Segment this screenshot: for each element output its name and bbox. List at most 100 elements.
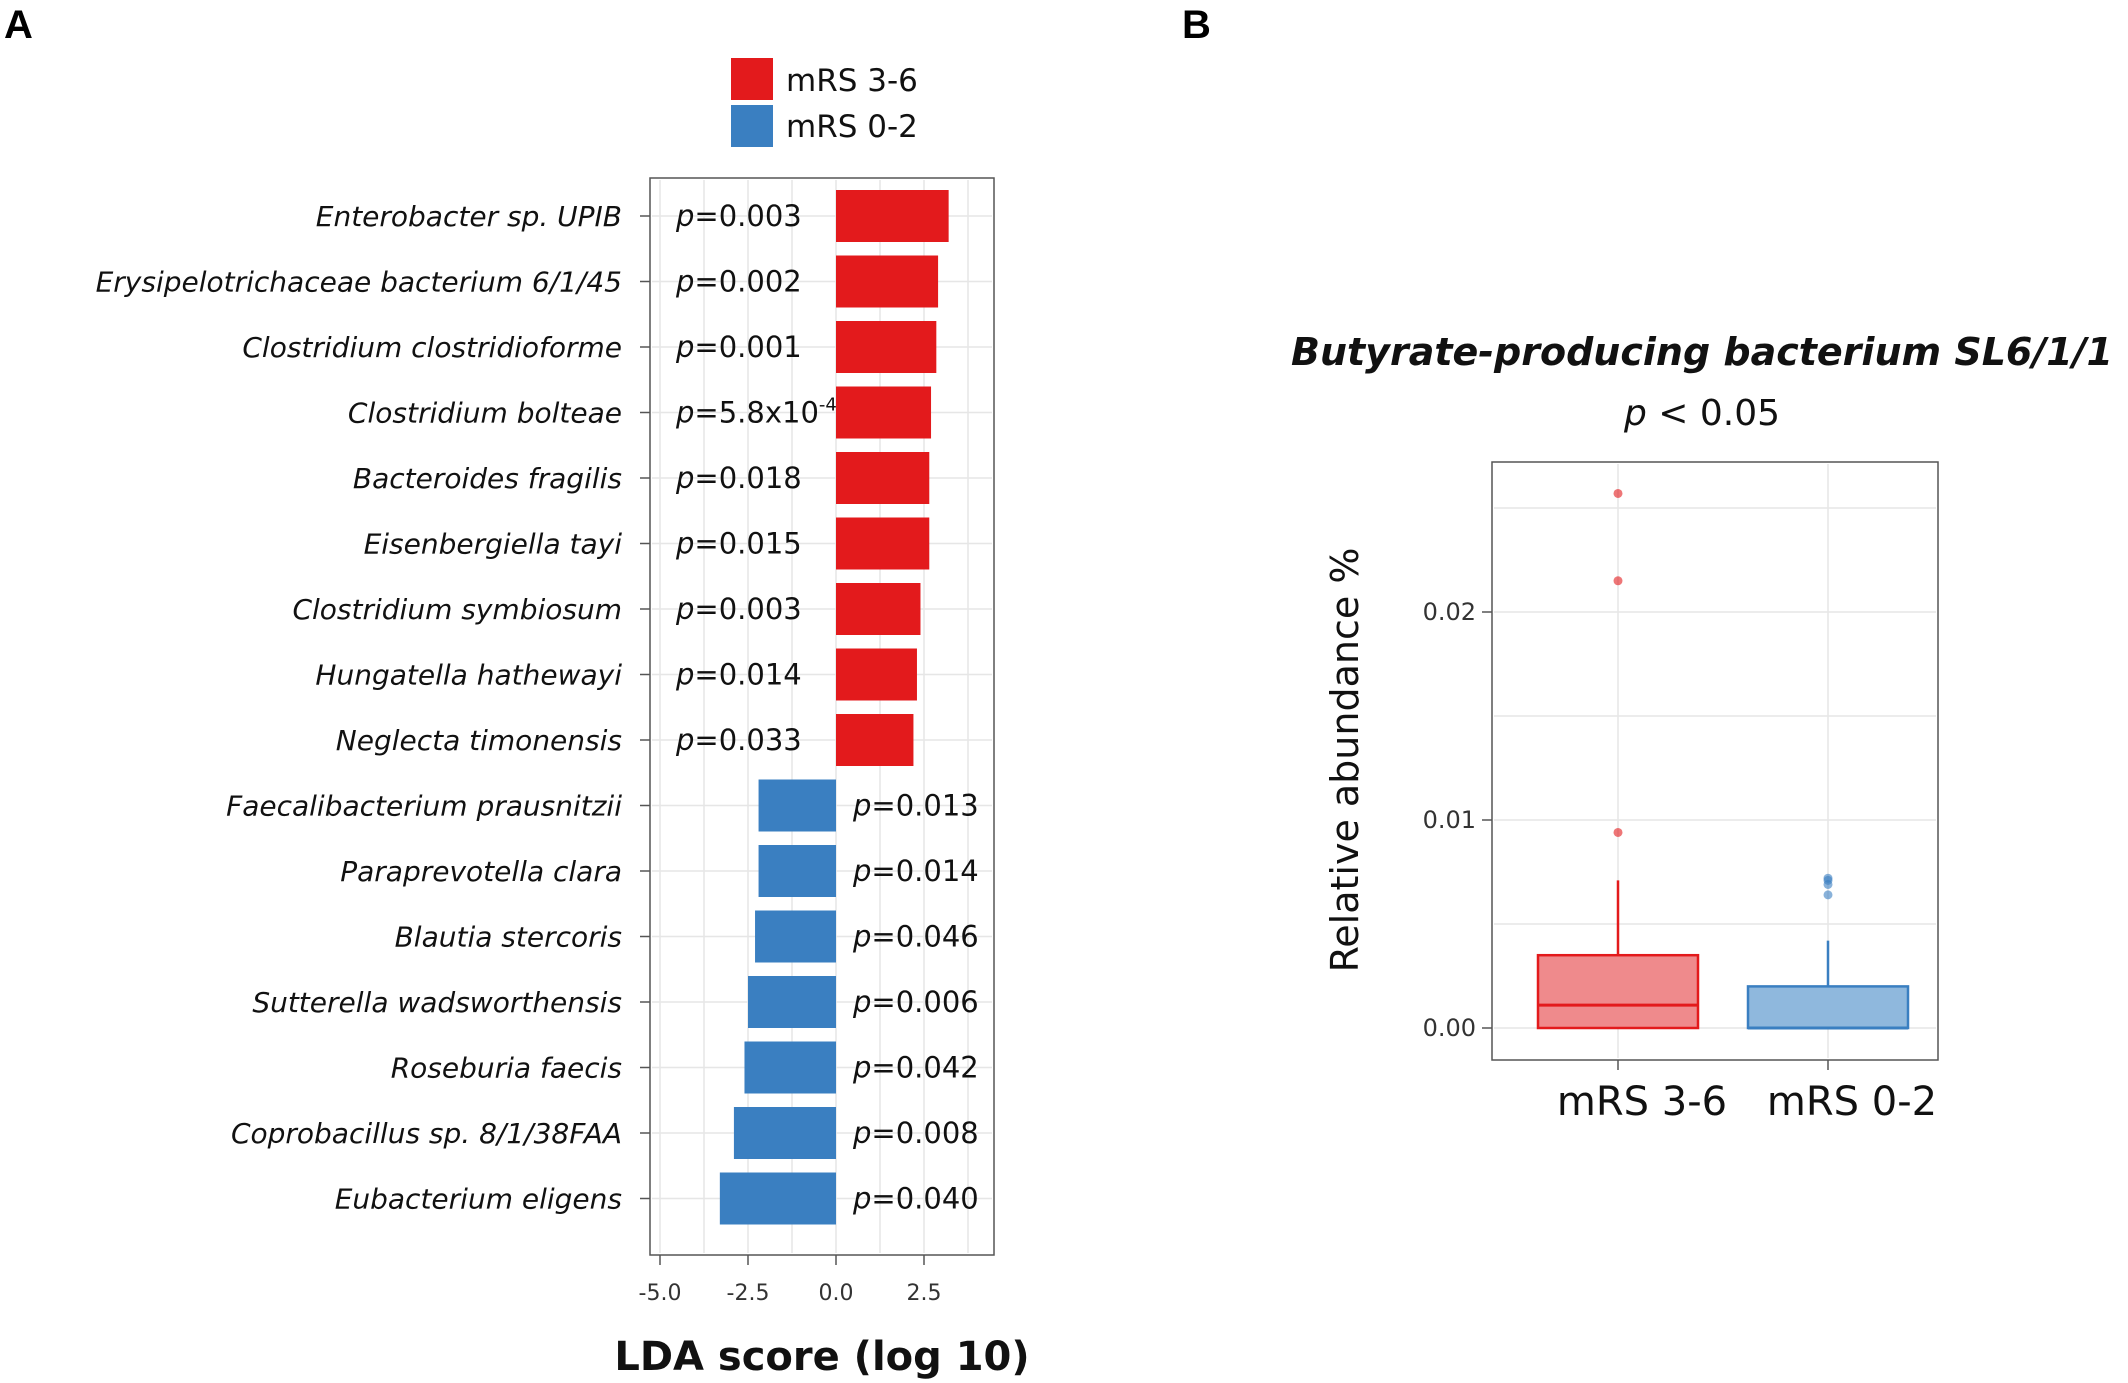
p-symbol: p [675,396,694,430]
y-tick-label: 0.00 [1423,1014,1476,1042]
bar [758,845,836,897]
p-value: =0.003 [694,592,801,626]
taxon-label: Erysipelotrichaceae bacterium 6/1/45 [96,266,622,299]
p-value-label: p=0.002 [675,265,802,299]
bar [836,321,937,373]
p-value-label: p=0.006 [852,985,979,1019]
p-value-label: p=0.033 [675,723,802,757]
x-tick-label: mRS 0-2 [1767,1079,1937,1125]
subtitle-value: < 0.05 [1647,393,1780,434]
p-value: =0.033 [694,723,801,757]
p-symbol: p [675,658,694,692]
p-symbol: p [675,265,694,299]
p-value-label: p=0.003 [675,592,802,626]
p-symbol: p [852,1182,871,1216]
p-value: =0.040 [871,1182,978,1216]
x-axis-title: LDA score (log 10) [614,1334,1029,1380]
p-value: =0.001 [694,330,801,364]
outlier-point [1823,890,1833,900]
bar [758,779,836,832]
y-axis-ticks: 0.00 0.01 0.02 [1423,598,1492,1042]
bar [836,648,917,701]
legend: mRS 3-6 mRS 0-2 [731,58,918,147]
legend-swatch-mrs-3-6 [731,58,773,100]
taxon-label: Neglecta timonensis [336,724,622,757]
taxon-label: Eisenbergiella tayi [364,528,623,561]
outlier-point [1613,488,1623,498]
outlier-point [1613,576,1623,586]
bar [755,910,836,963]
p-value: =0.003 [694,199,801,233]
taxon-label: Blautia stercoris [395,921,622,954]
p-symbol: p [675,723,694,757]
p-value: =0.018 [694,461,801,495]
taxon-label: Coprobacillus sp. 8/1/38FAA [231,1117,622,1150]
bar [836,255,939,308]
outlier-point [1613,827,1623,837]
p-value: =0.042 [871,1051,978,1085]
bar [836,452,930,504]
p-value-label: p=0.040 [852,1182,979,1216]
p-value-label: p=0.015 [675,527,802,561]
p-symbol: p [852,1051,871,1085]
taxon-label: Enterobacter sp. UPIB [316,200,622,233]
taxon-label: Bacteroides fragilis [353,462,622,495]
outlier-point [1823,873,1833,883]
boxes [1536,488,1910,1030]
p-value-label: p=0.001 [675,330,802,364]
subtitle-p: p [1623,393,1647,434]
chart-subtitle: p < 0.05 [1623,393,1780,434]
bar [719,1172,836,1225]
p-exponent: -4 [819,395,837,416]
panel-a-lda-chart: A mRS 3-6 mRS 0-2 Enterobacter sp. UPIB E… [4,3,1030,1380]
p-value-label: p=5.8x10-4 [675,395,837,430]
box [1536,953,1700,1030]
taxon-label: Clostridium clostridioforme [242,331,622,364]
taxon-label: Hungatella hathewayi [315,659,622,692]
x-axis-ticks: mRS 3-6 mRS 0-2 [1557,1060,1937,1125]
p-symbol: p [852,985,871,1019]
x-tick-label: 0.0 [819,1281,854,1306]
p-symbol: p [852,1116,871,1150]
p-symbol: p [852,854,871,888]
p-value: =0.046 [871,920,978,954]
p-value: =0.013 [871,789,978,823]
chart-title: Butyrate-producing bacterium SL6/1/1 [1291,330,2113,374]
p-value-label: p=0.013 [852,789,979,823]
p-symbol: p [675,461,694,495]
legend-label-mrs-0-2: mRS 0-2 [786,109,918,145]
p-value: =0.014 [694,658,801,692]
p-value-label: p=0.003 [675,199,802,233]
bar [744,1041,836,1094]
bar [836,517,930,570]
bar [836,714,914,766]
taxon-label: Eubacterium eligens [335,1183,622,1216]
bars [719,190,949,1225]
panel-b-boxplot: B Butyrate-producing bacterium SL6/1/1 p… [1182,3,2113,1125]
p-value: =0.015 [694,527,801,561]
y-tick-label: 0.02 [1423,598,1476,626]
panel-b-label: B [1182,3,1211,47]
legend-label-mrs-3-6: mRS 3-6 [786,63,918,99]
x-tick-label: 2.5 [907,1281,942,1306]
taxon-label: Sutterella wadsworthensis [252,986,622,1019]
panel-a-label: A [4,3,33,47]
taxon-label: Paraprevotella clara [340,855,622,888]
legend-swatch-mrs-0-2 [731,105,773,147]
p-value-label: p=0.014 [852,854,979,888]
x-tick-label: mRS 3-6 [1557,1079,1727,1125]
y-axis-title: Relative abundance % [1323,548,1367,973]
p-value-label: p=0.046 [852,920,979,954]
p-symbol: p [675,527,694,561]
y-tick-label: 0.01 [1423,806,1476,834]
x-tick-label: -5.0 [639,1281,682,1306]
taxon-label: Clostridium symbiosum [292,593,622,626]
bar [836,386,932,439]
taxon-label: Faecalibacterium prausnitzii [226,790,622,823]
p-value: =0.008 [871,1116,978,1150]
bar [733,1107,836,1159]
p-value: =0.006 [871,985,978,1019]
p-value-label: p=0.042 [852,1051,979,1085]
box [1746,985,1910,1030]
p-value-label: p=0.008 [852,1116,979,1150]
